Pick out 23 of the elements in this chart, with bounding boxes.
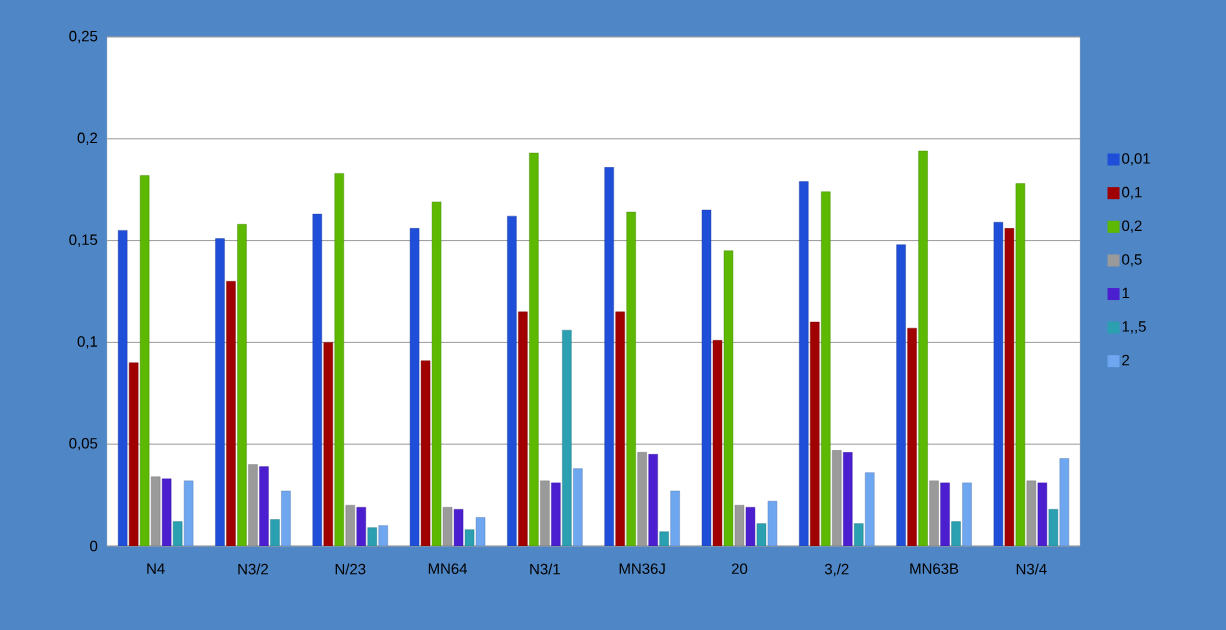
x-tick-label: 20 <box>731 563 748 574</box>
legend-label: 1,,5 <box>1122 321 1146 334</box>
x-tick-label: 3,/2 <box>824 563 849 577</box>
legend-label: 0,5 <box>1122 254 1142 267</box>
x-tick-label: MN64 <box>428 563 468 574</box>
x-tick-label: MN63B <box>910 563 959 574</box>
x-tick-label: N3/2 <box>238 563 268 575</box>
y-tick-label: 0 <box>90 540 98 552</box>
x-tick-label: N3/4 <box>1016 563 1047 575</box>
y-tick-label: 0,05 <box>69 438 98 451</box>
y-tick-label: 0,15 <box>69 234 98 247</box>
legend-label: 1 <box>1122 287 1130 299</box>
y-tick-label: 0,25 <box>69 30 98 44</box>
legend-label: 2 <box>1122 354 1130 366</box>
legend-label: 0,2 <box>1122 220 1142 233</box>
y-tick-label: 0,1 <box>77 336 98 349</box>
y-tick-label: 0,2 <box>77 132 98 145</box>
legend-label: 0,01 <box>1122 153 1150 166</box>
x-tick-label: N3/1 <box>530 563 560 575</box>
x-tick-label: MN36J <box>619 563 665 574</box>
legend-label: 0,1 <box>1122 186 1142 200</box>
x-tick-label: N/23 <box>335 563 366 575</box>
x-tick-label: N4 <box>147 563 165 574</box>
